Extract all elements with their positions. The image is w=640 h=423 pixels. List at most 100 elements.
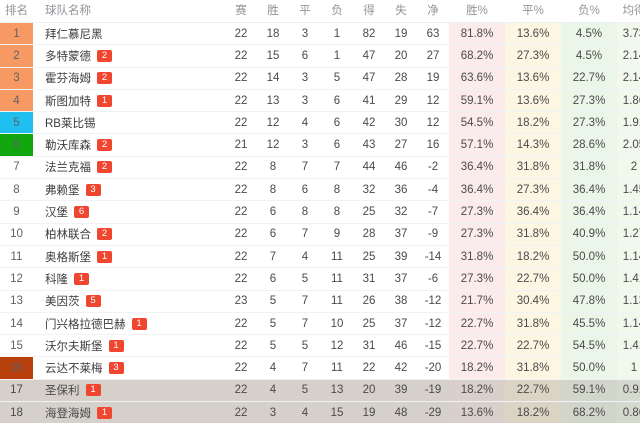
column-header-draw-pct[interactable]: 平% [505,0,561,23]
team-losses: 11 [321,290,353,312]
team-goals-for: 47 [353,67,385,89]
table-row[interactable]: 16云达不莱梅32247112242-2018.2%31.8%50.0%11.9… [0,357,640,379]
table-row[interactable]: 17圣保利12245132039-1918.2%22.7%59.1%0.911.… [0,379,640,401]
team-streak-badge: 3 [109,362,124,374]
table-row[interactable]: 10柏林联合2226792837-927.3%31.8%40.9%1.271.6… [0,223,640,245]
team-streak-badge: 1 [97,407,112,419]
table-row[interactable]: 12科隆12265113137-627.3%22.7%50.0%1.411.68… [0,268,640,290]
team-losses: 11 [321,357,353,379]
team-draw-percent: 22.7% [505,268,561,290]
table-row[interactable]: 3霍芬海姆222143547281963.6%13.6%22.7%2.141.2… [0,67,640,89]
table-row[interactable]: 1拜仁慕尼黑22183182196381.8%13.6%4.5%3.730.86… [0,23,640,45]
team-goals-for: 26 [353,290,385,312]
column-header-win-pct[interactable]: 胜% [449,0,505,23]
column-header-goals-for[interactable]: 得 [353,0,385,23]
team-draw-percent: 31.8% [505,223,561,245]
team-rank: 8 [0,179,33,201]
team-name-cell[interactable]: 拜仁慕尼黑 [33,23,225,45]
team-goals-against: 28 [385,67,417,89]
team-goals-against: 32 [385,201,417,223]
column-header-goal-diff[interactable]: 净 [417,0,449,23]
team-streak-badge: 1 [132,318,147,330]
table-row[interactable]: 6勒沃库森221123643271657.1%14.3%28.6%2.051.2… [0,134,640,156]
column-header-loss-pct[interactable]: 负% [561,0,617,23]
column-header-team[interactable]: 球队名称 [33,0,225,23]
column-header-goals-against[interactable]: 失 [385,0,417,23]
column-header-rank[interactable]: 排名 [0,0,33,23]
team-loss-percent: 36.4% [561,201,617,223]
team-draw-percent: 31.8% [505,312,561,334]
table-row[interactable]: 13美因茨52357112638-1221.7%30.4%47.8%1.131.… [0,290,640,312]
team-wins: 8 [257,156,289,178]
team-goals-against: 29 [385,89,417,111]
team-avg-goals-for: 1 [617,357,640,379]
table-row[interactable]: 8弗赖堡3228683236-436.4%27.3%36.4%1.451.643… [0,179,640,201]
team-draws: 3 [289,89,321,111]
team-losses: 8 [321,179,353,201]
team-draws: 7 [289,223,321,245]
column-header-loss[interactable]: 负 [321,0,353,23]
team-name-label: 云达不莱梅 [45,363,103,375]
team-name-cell[interactable]: 云达不莱梅 3 [33,357,225,379]
team-rank: 12 [0,268,33,290]
table-row[interactable]: 15沃尔夫斯堡12255123146-1522.7%22.7%54.5%1.41… [0,335,640,357]
team-avg-goals-for: 1.41 [617,268,640,290]
table-row[interactable]: 5RB莱比锡22124642301254.5%18.2%27.3%1.911.3… [0,112,640,134]
team-played: 22 [225,23,257,45]
team-name-cell[interactable]: RB莱比锡 [33,112,225,134]
team-rank: 18 [0,402,33,423]
team-wins: 5 [257,290,289,312]
table-row[interactable]: 2多特蒙德222156147202768.2%27.3%4.5%2.140.91… [0,45,640,67]
team-avg-goals-for: 1.41 [617,335,640,357]
team-played: 22 [225,268,257,290]
team-name-label: 弗赖堡 [45,185,80,197]
team-draw-percent: 18.2% [505,112,561,134]
team-losses: 8 [321,201,353,223]
team-goals-against: 39 [385,379,417,401]
table-row[interactable]: 4斯图加特122133641291259.1%13.6%27.3%1.861.3… [0,89,640,111]
team-played: 22 [225,357,257,379]
column-header-win[interactable]: 胜 [257,0,289,23]
team-rank: 9 [0,201,33,223]
team-name-label: 霍芬海姆 [45,73,91,85]
column-header-avg-goals-for[interactable]: 均得 [617,0,640,23]
team-streak-badge: 2 [97,228,112,240]
team-goals-against: 37 [385,268,417,290]
team-played: 22 [225,45,257,67]
team-streak-badge: 2 [97,161,112,173]
team-rank: 6 [0,134,33,156]
team-wins: 7 [257,245,289,267]
team-wins: 18 [257,23,289,45]
table-row[interactable]: 11奥格斯堡12274112539-1431.8%18.2%50.0%1.141… [0,245,640,267]
team-win-percent: 22.7% [449,312,505,334]
team-name-label: 奥格斯堡 [45,252,91,264]
table-body: 1拜仁慕尼黑22183182196381.8%13.6%4.5%3.730.86… [0,23,640,423]
column-header-draw[interactable]: 平 [289,0,321,23]
team-draw-percent: 36.4% [505,201,561,223]
column-header-played[interactable]: 赛 [225,0,257,23]
team-goals-against: 42 [385,357,417,379]
team-name-label: 多特蒙德 [45,51,91,63]
team-played: 22 [225,201,257,223]
table-row[interactable]: 18海登海姆12234151948-2913.6%18.2%68.2%0.862… [0,402,640,423]
team-goal-difference: -12 [417,290,449,312]
